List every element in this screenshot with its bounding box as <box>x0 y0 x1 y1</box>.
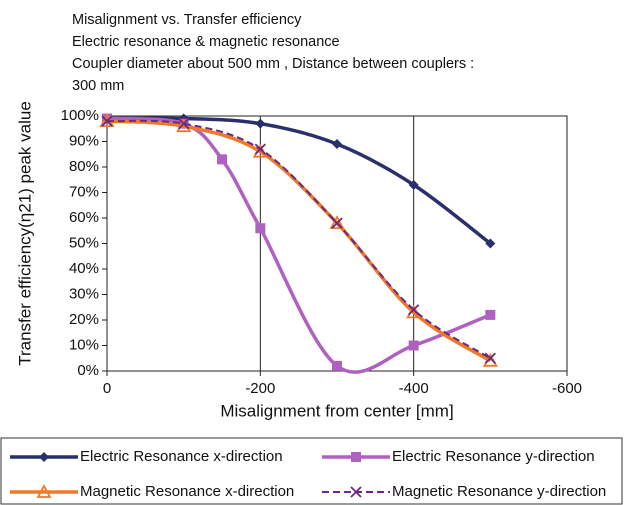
x-axis-label: Misalignment from center [mm] <box>220 401 453 420</box>
marker <box>408 179 419 190</box>
marker <box>350 486 362 498</box>
marker <box>332 360 342 371</box>
series-line <box>106 119 492 363</box>
marker <box>102 113 112 124</box>
legend-box <box>0 437 623 505</box>
y-axis-label: Transfer efficiency(η21) peak value <box>15 101 34 366</box>
legend-label: Electric Resonance x-direction <box>80 448 283 465</box>
series-line <box>106 116 492 245</box>
chart-title: 300 mm <box>72 78 124 94</box>
x-tick-label: 0 <box>103 380 111 397</box>
series-line <box>106 119 491 360</box>
y-tick-label: 20% <box>69 311 99 328</box>
marker <box>332 139 342 150</box>
legend-label: Electric Resonance y-direction <box>392 448 595 465</box>
marker <box>255 223 266 234</box>
marker <box>36 484 52 498</box>
y-tick-label: 70% <box>69 183 99 200</box>
marker <box>408 340 419 351</box>
chart-title: Coupler diameter about 500 mm , Distance… <box>72 56 474 72</box>
marker <box>408 304 420 316</box>
marker <box>351 452 361 462</box>
chart-title: Electric resonance & magnetic resonance <box>72 34 340 50</box>
chart-title: Misalignment vs. Transfer efficiency <box>72 12 302 28</box>
y-tick-label: 30% <box>69 285 99 302</box>
y-tick-label: 90% <box>69 132 99 149</box>
x-tick-label: -600 <box>552 380 582 397</box>
y-tick-label: 10% <box>69 336 99 353</box>
y-tick-label: 100% <box>61 107 99 124</box>
marker <box>485 309 496 320</box>
marker <box>329 215 345 229</box>
marker <box>254 143 266 155</box>
y-tick-label: 40% <box>69 260 99 277</box>
y-tick-label: 0% <box>77 362 99 379</box>
x-tick-label: -200 <box>245 380 275 397</box>
legend-label: Magnetic Resonance x-direction <box>80 483 294 500</box>
plot-area <box>106 115 568 372</box>
legend-label: Magnetic Resonance y-direction <box>392 483 606 500</box>
marker <box>178 118 190 130</box>
marker <box>484 352 496 364</box>
marker <box>217 154 227 165</box>
y-tick-label: 80% <box>69 158 99 175</box>
x-tick-label: -400 <box>399 380 429 397</box>
marker <box>255 118 266 129</box>
marker <box>39 452 49 462</box>
marker <box>101 115 113 127</box>
series-line <box>106 116 491 374</box>
marker <box>485 238 496 249</box>
y-tick-label: 50% <box>69 234 99 251</box>
y-tick-label: 60% <box>69 209 99 226</box>
marker <box>331 217 343 229</box>
